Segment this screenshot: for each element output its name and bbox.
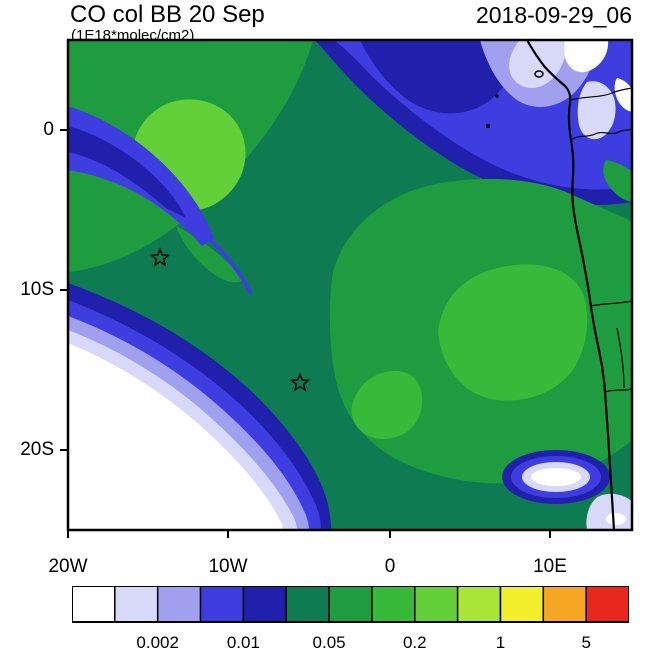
colorbar-tick-label: 0.05 xyxy=(313,633,346,652)
colorbar-tick-label: 0.01 xyxy=(227,633,260,652)
colorbar-cell xyxy=(328,586,373,623)
colorbar-cell xyxy=(199,586,245,623)
colorbar-tick-labels: 0.002 0.01 0.05 0.2 1 5 xyxy=(136,633,591,652)
axis-ticks xyxy=(60,129,551,538)
contour-se-white-core xyxy=(531,468,581,486)
colorbar-cell xyxy=(371,586,416,623)
border-line xyxy=(569,87,633,101)
contour-region-ne-darkblue-patch xyxy=(360,40,520,114)
colorbar-cells xyxy=(72,586,629,623)
contour-region-ne-white xyxy=(564,40,609,73)
colorbar-cell xyxy=(285,586,330,623)
colorbar-cell xyxy=(242,586,288,623)
map-svg xyxy=(60,38,634,538)
x-axis-label-20w: 20W xyxy=(48,556,88,577)
y-axis-label-equator: 0 xyxy=(43,119,54,140)
colorbar-cell xyxy=(542,586,587,623)
contour-region-green-tongue xyxy=(176,226,244,283)
contour-region-sw-white xyxy=(68,343,283,530)
fire-marker-star-1 xyxy=(149,247,171,267)
colorbar-cell xyxy=(499,586,545,623)
colorbar-cell xyxy=(414,586,459,623)
colorbar-cell xyxy=(156,586,202,623)
y-axis-label-10s: 10S xyxy=(20,279,54,300)
colorbar-frame xyxy=(72,586,629,623)
country-borders xyxy=(569,87,633,393)
colorbar-cell xyxy=(585,586,629,623)
plot-frame xyxy=(66,38,634,532)
x-axis-label-10w: 10W xyxy=(208,556,248,577)
contour-region-edge-green xyxy=(603,160,632,202)
border-line xyxy=(570,128,633,141)
colorbar-cell xyxy=(72,586,116,623)
contour-region-west-darkblue-core xyxy=(68,126,186,218)
x-axis-label-10e: 10E xyxy=(533,556,567,577)
colorbar-tick-label: 0.2 xyxy=(403,633,427,652)
island-sao-tome xyxy=(486,124,490,128)
contour-region-edge-white xyxy=(614,78,632,112)
valid-time-label: 2018-09-29_06 xyxy=(475,2,632,28)
border-line xyxy=(604,388,633,393)
contour-streak-blue xyxy=(206,236,252,294)
colorbar-svg: 0.002 0.01 0.05 0.2 1 5 xyxy=(72,586,629,652)
border-line xyxy=(590,300,633,307)
contour-region-plume-bright-lobe xyxy=(351,370,423,439)
colorbar-tick-label: 1 xyxy=(496,633,505,652)
border-line xyxy=(616,327,625,389)
island-principe xyxy=(495,94,499,98)
contour-region-plume-bright-core xyxy=(438,264,588,401)
colorbar-cell xyxy=(114,586,159,623)
coastline xyxy=(526,39,616,531)
contour-corner-white xyxy=(606,513,626,525)
plot-title: CO col BB 20 Sep xyxy=(70,1,265,28)
colorbar-tick-label: 5 xyxy=(581,633,590,652)
y-axis-label-20s: 20S xyxy=(20,439,54,460)
colorbar-tick-label: 0.002 xyxy=(136,633,179,652)
island-bioko xyxy=(534,70,544,78)
x-axis-label-0: 0 xyxy=(384,556,396,577)
fire-marker-star-2 xyxy=(289,372,311,392)
colorbar-cell xyxy=(456,586,502,623)
contour-region-coastal-lavender xyxy=(577,81,616,140)
